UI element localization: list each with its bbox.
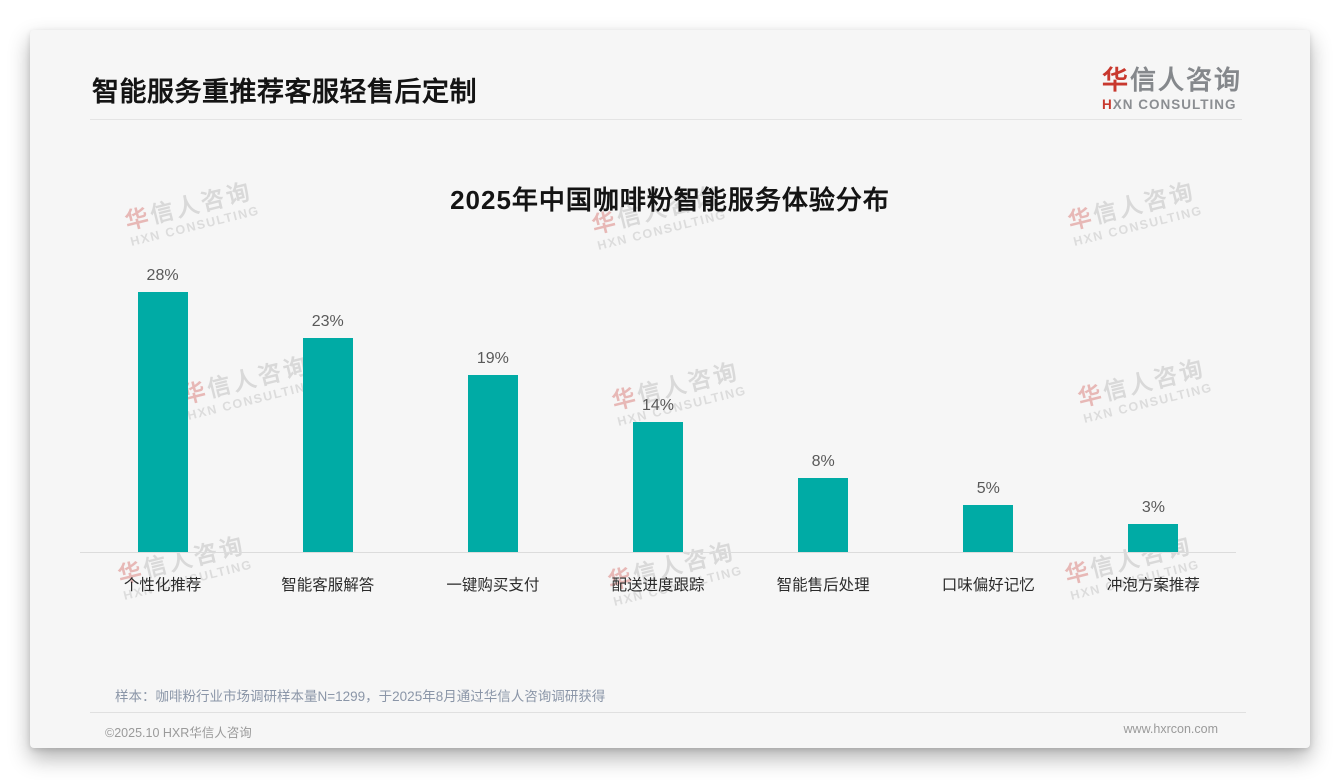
header-divider <box>90 119 1242 120</box>
bar <box>467 375 518 552</box>
sample-note: 样本：咖啡粉行业市场调研样本量N=1299，于2025年8月通过华信人咨询调研获… <box>115 689 606 704</box>
footer-copyright: ©2025.10 HXR华信人咨询 <box>105 726 252 740</box>
footer-divider <box>90 712 1246 713</box>
x-axis-label: 配送进度跟踪 <box>611 577 705 594</box>
bar-value-label: 28% <box>146 267 179 284</box>
bar-column: 23% <box>245 258 410 552</box>
x-axis-label: 冲泡方案推荐 <box>1106 577 1200 594</box>
chart-title: 2025年中国咖啡粉智能服务体验分布 <box>450 185 890 215</box>
x-axis-label: 一键购买支付 <box>446 577 540 594</box>
bar-column: 28% <box>80 258 245 552</box>
logo-chinese-rest: 信人咨询 <box>1129 65 1242 95</box>
bar <box>1128 524 1179 552</box>
bar <box>137 292 188 552</box>
header: 智能服务重推荐客服轻售后定制 华信人咨询 HXN CONSULTING <box>30 30 1310 120</box>
bar-column: 19% <box>410 258 575 552</box>
bar <box>302 338 353 552</box>
x-axis-label: 智能客服解答 <box>281 577 375 594</box>
bar-value-label: 14% <box>641 397 674 414</box>
footer-website: www.hxrcon.com <box>1123 722 1218 736</box>
x-axis-category-labels: 个性化推荐 智能客服解答 一键购买支付 配送进度跟踪 智能售后处理 口味偏好记忆 冲泡方案推… <box>80 554 1236 595</box>
x-axis-label: 个性化推荐 <box>123 577 202 594</box>
bar-column: 5% <box>906 258 1071 552</box>
bar-value-label: 5% <box>976 480 1000 497</box>
logo-english-name: HXN CONSULTING <box>1102 97 1242 112</box>
bar <box>963 505 1014 552</box>
bar <box>798 478 849 552</box>
bar-column: 3% <box>1071 258 1236 552</box>
bar-chart-plot-area: 28% 23% 19% 14% 8% 5% 3% <box>80 258 1236 553</box>
logo-english-rest: XN CONSULTING <box>1112 97 1237 112</box>
x-axis-label: 口味偏好记忆 <box>941 577 1035 594</box>
bar-value-label: 3% <box>1141 499 1165 516</box>
bar-column: 14% <box>575 258 740 552</box>
logo-english-first-char: H <box>1101 97 1113 112</box>
logo-chinese-name: 华信人咨询 <box>1102 60 1242 97</box>
logo-chinese-first-char: 华 <box>1101 65 1130 95</box>
bar-value-label: 23% <box>311 313 344 330</box>
slide-title: 智能服务重推荐客服轻售后定制 <box>92 77 477 107</box>
bar <box>632 422 683 552</box>
bar-value-label: 19% <box>476 350 509 367</box>
bar-column: 8% <box>741 258 906 552</box>
company-logo: 华信人咨询 HXN CONSULTING <box>1102 60 1242 112</box>
bar-value-label: 8% <box>811 453 835 470</box>
x-axis-label: 智能售后处理 <box>776 577 870 594</box>
slide-card: 华信人咨询 HXN CONSULTING 华信人咨询 HXN CONSULTING 华信… <box>30 30 1310 748</box>
